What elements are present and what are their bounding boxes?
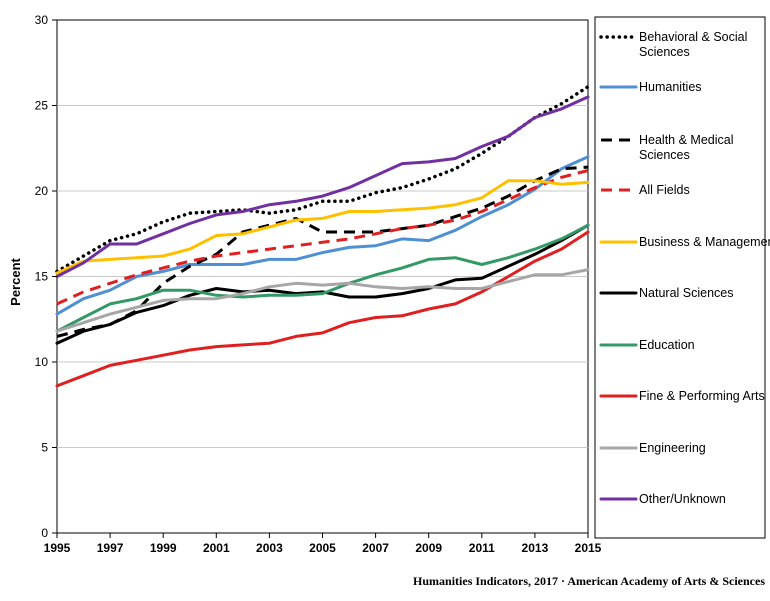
y-tick-label: 20 xyxy=(35,184,49,198)
x-tick-label: 1995 xyxy=(44,541,71,555)
legend-label: Natural Sciences xyxy=(639,286,734,300)
y-tick-label: 10 xyxy=(35,355,49,369)
legend-label: Health & Medical Sciences xyxy=(639,133,734,162)
legend-label: All Fields xyxy=(639,183,690,197)
y-tick-label: 5 xyxy=(41,441,48,455)
series-line-5 xyxy=(55,223,590,345)
x-tick-label: 2005 xyxy=(309,541,336,555)
y-tick-label: 30 xyxy=(35,13,49,27)
series-line-4 xyxy=(55,179,590,275)
x-tick-label: 1999 xyxy=(150,541,177,555)
legend-label: Fine & Performing Arts xyxy=(639,389,765,403)
source-credit: Humanities Indicators, 2017 · American A… xyxy=(413,574,765,588)
legend-label: Behavioral & Social Sciences xyxy=(639,30,747,59)
series-lines xyxy=(55,84,590,388)
legend-label: Other/Unknown xyxy=(639,492,726,506)
legend-label: Education xyxy=(639,338,695,352)
x-tick-label: 2001 xyxy=(203,541,230,555)
series-line-6 xyxy=(55,223,590,333)
y-tick-label: 0 xyxy=(41,526,48,540)
legend-label: Engineering xyxy=(639,441,706,455)
y-axis-label: Percent xyxy=(8,257,23,305)
gridlines xyxy=(57,105,588,448)
x-tick-label: 2011 xyxy=(469,541,495,555)
x-tick-label: 2003 xyxy=(256,541,283,555)
series-line-8 xyxy=(55,268,590,333)
series-line-7 xyxy=(55,230,590,388)
y-tick-label: 15 xyxy=(35,270,49,284)
series-line-9 xyxy=(55,95,590,278)
x-tick-label: 2013 xyxy=(522,541,549,555)
series-line-2 xyxy=(56,165,589,338)
x-tick-label: 2015 xyxy=(575,541,602,555)
series-line-3 xyxy=(56,169,589,306)
legend: Behavioral & Social Sciences Humanities Hea… xyxy=(599,30,770,506)
legend-label: Business & Management xyxy=(639,235,770,249)
series-line-0 xyxy=(55,84,590,274)
x-tick-label: 1997 xyxy=(97,541,124,555)
x-tick-label: 2009 xyxy=(415,541,442,555)
y-axis-ticks: 0 5 10 15 20 25 30 xyxy=(35,13,57,540)
series-line-1 xyxy=(55,155,590,316)
legend-label: Humanities xyxy=(639,80,702,94)
x-tick-label: 2007 xyxy=(362,541,389,555)
x-axis-ticks: 1995 1997 1999 2001 2003 2005 2007 2009 2011 2013… xyxy=(44,533,602,555)
legend-box xyxy=(594,16,766,539)
y-tick-label: 25 xyxy=(35,99,49,113)
